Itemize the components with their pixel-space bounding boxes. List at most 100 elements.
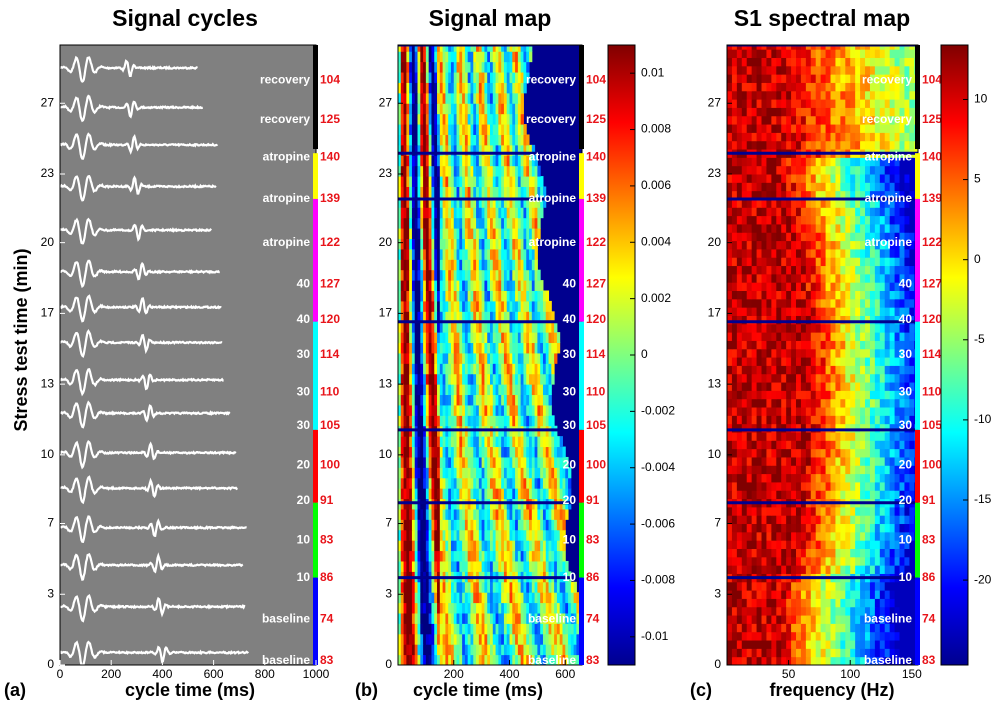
heatmap-texture — [909, 365, 914, 374]
heatmap-texture — [796, 432, 801, 441]
heatmap-texture — [865, 507, 870, 516]
heatmap-texture — [747, 465, 752, 474]
heatmap-texture — [521, 103, 524, 114]
heatmap-texture — [860, 565, 865, 574]
heatmap-texture — [737, 565, 742, 574]
heatmap-texture — [747, 399, 752, 408]
heatmap-texture — [752, 657, 757, 666]
heatmap-texture — [806, 357, 811, 366]
heatmap-texture — [737, 590, 742, 599]
heatmap-texture — [786, 548, 791, 557]
heatmap-texture — [821, 382, 826, 391]
heatmap-texture — [771, 382, 776, 391]
heatmap-texture — [840, 548, 845, 557]
heatmap-texture — [771, 390, 776, 399]
heatmap-texture — [831, 482, 836, 491]
heatmap-texture — [904, 640, 909, 649]
heatmap-texture — [737, 648, 742, 657]
heatmap-texture — [727, 623, 732, 632]
heatmap-texture — [727, 365, 732, 374]
heatmap-texture — [766, 465, 771, 474]
plot-area — [727, 41, 920, 666]
heatmap-texture — [801, 598, 806, 607]
panel-title: Signal cycles — [112, 5, 258, 31]
heatmap-texture — [831, 524, 836, 533]
heatmap-texture — [845, 382, 850, 391]
heatmap-texture — [850, 432, 855, 441]
heatmap-texture — [742, 582, 747, 591]
heatmap-texture — [771, 440, 776, 449]
heatmap-texture — [826, 582, 831, 591]
heatmap-texture — [732, 357, 737, 366]
heatmap-texture — [806, 382, 811, 391]
heatmap-texture — [752, 474, 757, 483]
stage-bar — [579, 45, 584, 149]
heatmap-texture — [737, 482, 742, 491]
heatmap-texture — [771, 365, 776, 374]
heatmap-texture — [865, 432, 870, 441]
heatmap-texture — [826, 532, 831, 541]
heatmap-texture — [806, 399, 811, 408]
stage-rate: 122 — [320, 235, 340, 249]
heatmap-texture — [840, 507, 845, 516]
heatmap-texture — [554, 322, 557, 333]
heatmap-texture — [816, 524, 821, 533]
heatmap-texture — [890, 482, 895, 491]
heatmap-texture — [831, 615, 836, 624]
heatmap-texture — [757, 615, 762, 624]
stage-rate: 120 — [586, 312, 606, 326]
colorbar-tick-label: -0.004 — [641, 460, 675, 474]
heatmap-texture — [776, 374, 781, 383]
heatmap-texture — [732, 482, 737, 491]
heatmap-texture — [860, 548, 865, 557]
stage-rate: 86 — [320, 570, 334, 584]
heatmap-texture — [757, 457, 762, 466]
heatmap-texture — [875, 457, 880, 466]
heatmap-texture — [796, 565, 801, 574]
heatmap-texture — [900, 598, 905, 607]
heatmap-texture — [821, 532, 826, 541]
heatmap-texture — [850, 532, 855, 541]
heatmap-texture — [732, 415, 737, 424]
heatmap-texture — [747, 390, 752, 399]
colorbar-tick-label: 0.006 — [641, 178, 671, 192]
heatmap-texture — [860, 415, 865, 424]
stage-rate: 83 — [586, 532, 600, 546]
heatmap-texture — [752, 365, 757, 374]
heatmap-texture — [850, 540, 855, 549]
heatmap-texture — [835, 507, 840, 516]
heatmap-texture — [880, 382, 885, 391]
heatmap-texture — [737, 449, 742, 458]
heatmap-texture — [757, 557, 762, 566]
stage-label: recovery — [260, 112, 310, 126]
heatmap-texture — [855, 382, 860, 391]
stage-bar — [579, 430, 584, 503]
heatmap-texture — [781, 532, 786, 541]
heatmap-texture — [742, 382, 747, 391]
colorbar-tick-label: 0.004 — [641, 234, 671, 248]
heatmap-texture — [826, 557, 831, 566]
heatmap-texture — [904, 474, 909, 483]
heatmap-texture — [831, 598, 836, 607]
heatmap-texture — [895, 632, 900, 641]
heatmap-texture — [875, 399, 880, 408]
heatmap-texture — [850, 615, 855, 624]
heatmap-texture — [806, 482, 811, 491]
heatmap-texture — [786, 598, 791, 607]
heatmap-texture — [796, 598, 801, 607]
heatmap-texture — [796, 632, 801, 641]
heatmap-texture — [752, 490, 757, 499]
heatmap-texture — [742, 482, 747, 491]
heatmap-texture — [900, 557, 905, 566]
heatmap-texture — [776, 524, 781, 533]
heatmap-texture — [732, 465, 737, 474]
heatmap-texture — [850, 565, 855, 574]
heatmap-texture — [855, 490, 860, 499]
heatmap-texture — [875, 407, 880, 416]
heatmap-texture — [855, 615, 860, 624]
heatmap-texture — [831, 432, 836, 441]
heatmap-texture — [875, 524, 880, 533]
heatmap-texture — [895, 482, 900, 491]
heatmap-texture — [742, 557, 747, 566]
colorbar-tick-label: -0.008 — [641, 573, 675, 587]
